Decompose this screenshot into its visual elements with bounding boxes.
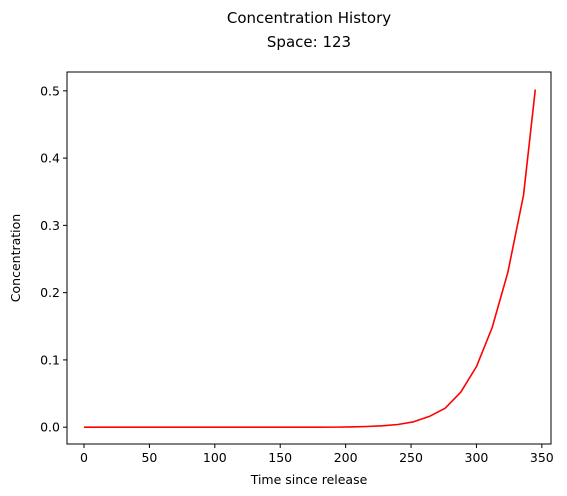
x-tick-label: 0 <box>80 450 88 465</box>
chart-subtitle: Space: 123 <box>267 33 351 51</box>
x-axis: 0 50 100 150 200 250 300 350 <box>80 444 554 465</box>
y-tick-label: 0.0 <box>40 420 60 435</box>
plot-area-frame <box>66 71 552 445</box>
x-tick-label: 200 <box>334 450 358 465</box>
x-tick-label: 350 <box>530 450 554 465</box>
y-tick-label: 0.3 <box>40 218 60 233</box>
x-tick-label: 100 <box>203 450 227 465</box>
y-axis: 0.0 0.1 0.2 0.3 0.4 0.5 <box>40 83 67 435</box>
y-tick-label: 0.2 <box>40 285 60 300</box>
y-axis-label: Concentration <box>8 214 23 302</box>
series-layer <box>84 89 537 428</box>
y-tick-label: 0.5 <box>40 83 60 98</box>
x-tick-label: 250 <box>399 450 423 465</box>
chart-title: Concentration History <box>227 9 391 27</box>
y-tick-label: 0.4 <box>40 151 60 166</box>
y-tick-label: 0.1 <box>40 352 60 367</box>
x-tick-label: 150 <box>268 450 292 465</box>
concentration-line <box>84 89 537 428</box>
x-tick-label: 300 <box>465 450 489 465</box>
x-axis-label: Time since release <box>250 472 368 487</box>
x-tick-label: 50 <box>141 450 157 465</box>
